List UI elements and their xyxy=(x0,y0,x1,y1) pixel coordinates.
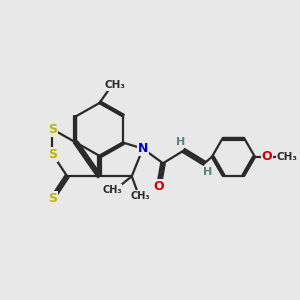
Text: S: S xyxy=(48,123,57,136)
Text: CH₃: CH₃ xyxy=(131,191,150,201)
Text: H: H xyxy=(202,167,212,176)
Text: CH₃: CH₃ xyxy=(277,152,298,162)
Text: O: O xyxy=(262,150,272,164)
Text: O: O xyxy=(154,180,164,193)
Text: CH₃: CH₃ xyxy=(104,80,125,90)
Text: H: H xyxy=(176,137,186,147)
Text: CH₃: CH₃ xyxy=(102,185,122,195)
Text: S: S xyxy=(48,148,57,160)
Text: S: S xyxy=(48,192,57,205)
Text: N: N xyxy=(138,142,148,155)
